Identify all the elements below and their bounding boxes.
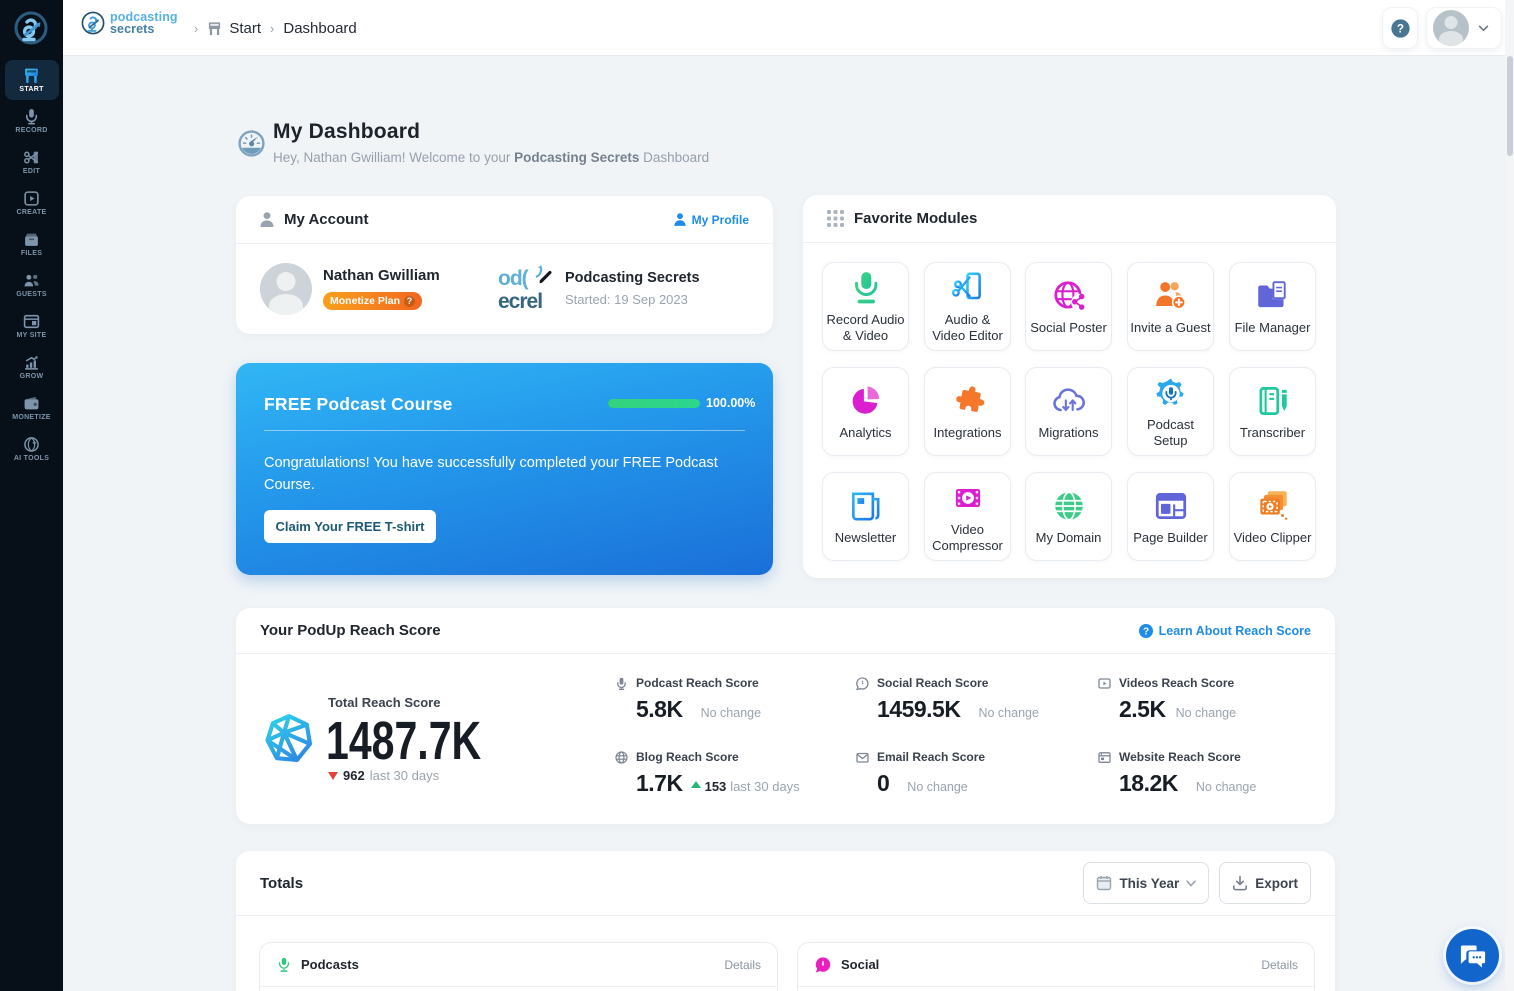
- svg-text:?: ?: [1396, 22, 1403, 35]
- svg-text:?: ?: [1143, 626, 1149, 637]
